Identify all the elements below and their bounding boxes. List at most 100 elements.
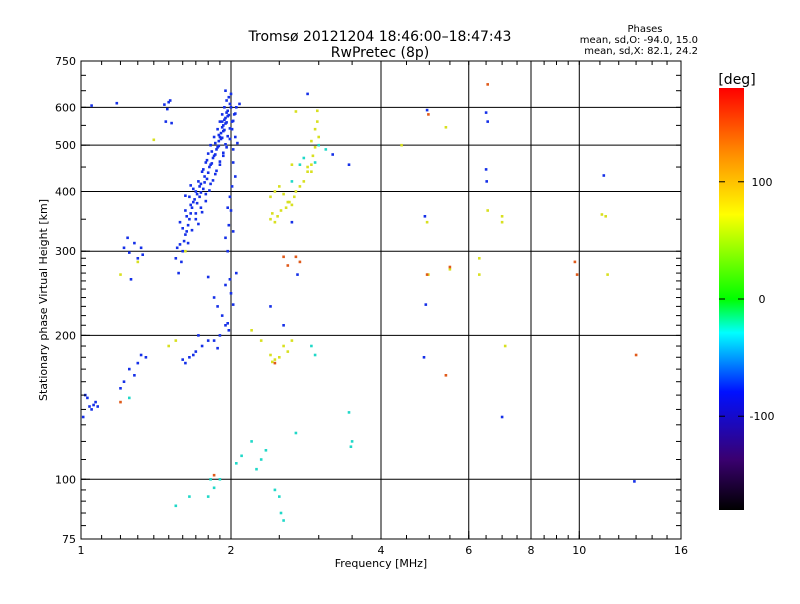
data-point: [486, 83, 489, 86]
data-point: [273, 361, 277, 365]
chart-title: Tromsø 20121204 18:46:00–18:47:43: [248, 29, 512, 45]
data-point: [184, 194, 187, 197]
x-axis-label: Frequency [MHz]: [335, 557, 427, 570]
data-point: [400, 143, 403, 147]
data-point: [141, 253, 144, 256]
data-point: [205, 177, 209, 181]
data-point: [228, 195, 232, 199]
data-point: [235, 106, 238, 109]
data-point: [220, 126, 224, 129]
data-point: [427, 113, 430, 116]
data-point: [484, 111, 488, 114]
data-point: [286, 200, 290, 204]
colorbar-ticks: 100 0 -100: [719, 176, 774, 423]
data-point: [180, 260, 183, 264]
data-point: [185, 215, 188, 218]
x-tick-label: 6: [465, 544, 472, 557]
data-point: [234, 112, 237, 115]
data-point: [214, 153, 217, 156]
data-point: [167, 344, 170, 348]
data-point: [234, 175, 237, 178]
data-point: [139, 246, 143, 250]
data-point: [228, 102, 232, 106]
data-point: [282, 192, 285, 196]
data-point: [181, 249, 184, 253]
x-tick-label: 16: [674, 544, 688, 557]
data-point: [478, 257, 481, 260]
data-point: [122, 246, 126, 250]
chart-subtitle: RwPretec (8p): [331, 45, 429, 61]
data-point: [230, 185, 234, 188]
data-point: [218, 120, 222, 123]
data-point: [500, 215, 504, 218]
data-point: [216, 127, 219, 131]
data-point: [203, 175, 206, 178]
data-point: [484, 168, 488, 171]
data-point: [220, 120, 224, 123]
data-point: [209, 143, 212, 147]
y-tick-label: 500: [55, 139, 76, 152]
data-point: [220, 136, 224, 140]
data-point: [316, 120, 319, 123]
data-point: [290, 180, 294, 183]
data-point: [276, 215, 279, 218]
data-point: [279, 511, 283, 515]
data-point: [186, 241, 190, 245]
data-point: [273, 358, 277, 361]
data-point: [306, 170, 309, 173]
data-point: [240, 454, 243, 458]
data-point: [186, 223, 190, 227]
y-tick-label: 750: [55, 55, 76, 68]
plot-grid: [81, 61, 681, 539]
data-point: [294, 431, 298, 435]
data-point: [485, 180, 488, 183]
data-point: [296, 273, 299, 276]
data-point: [215, 148, 218, 151]
data-point: [133, 241, 136, 245]
data-point: [229, 92, 233, 96]
data-point: [211, 179, 215, 182]
data-point: [200, 170, 204, 173]
data-point: [185, 230, 188, 233]
data-point: [206, 495, 210, 498]
data-point: [225, 111, 228, 114]
data-point: [218, 334, 222, 337]
data-point: [347, 163, 351, 166]
data-point: [271, 212, 274, 215]
x-tick-label: 8: [528, 544, 535, 557]
data-point: [234, 135, 237, 139]
data-point: [282, 519, 285, 522]
data-point: [310, 170, 313, 173]
data-point: [189, 203, 192, 207]
data-point: [222, 124, 225, 127]
data-point: [198, 195, 201, 199]
data-point: [227, 223, 231, 227]
data-point: [290, 203, 294, 207]
data-point: [311, 154, 315, 158]
data-point: [212, 296, 216, 299]
data-point: [215, 169, 218, 173]
data-point: [136, 361, 140, 365]
data-point: [500, 220, 504, 224]
data-point: [286, 264, 290, 267]
data-point: [208, 165, 211, 169]
data-point: [294, 255, 298, 259]
data-point: [224, 324, 227, 327]
data-point: [444, 374, 448, 377]
y-tick-label: 400: [55, 185, 76, 198]
data-point: [225, 121, 228, 124]
data-point: [350, 440, 354, 443]
data-point: [306, 92, 309, 96]
data-point: [184, 233, 187, 236]
data-point: [425, 220, 429, 224]
data-point: [293, 195, 296, 199]
data-point: [227, 113, 231, 117]
data-point: [228, 137, 232, 141]
colorbar-label: [deg]: [718, 72, 755, 88]
data-point: [197, 180, 200, 183]
data-point: [224, 89, 227, 92]
data-point: [225, 146, 228, 149]
data-point: [227, 95, 231, 99]
data-point: [228, 278, 232, 281]
